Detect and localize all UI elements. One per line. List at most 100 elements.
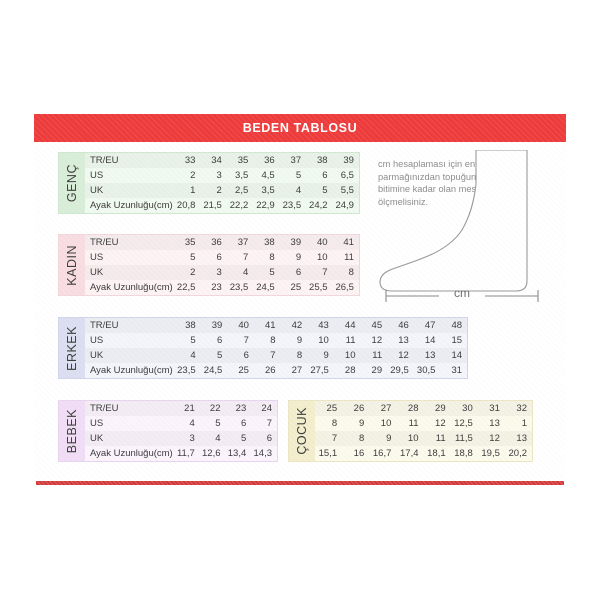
row-label: TR/EU bbox=[90, 403, 119, 414]
table-grid: TR/EU 21 22 23 24 US 4 5 6 7 UK 3 4 5 6 Ayak Uzunluğu(c… bbox=[85, 401, 277, 461]
table-cell: 20,2 bbox=[508, 448, 528, 459]
table-cell: 33 bbox=[184, 155, 196, 166]
table-cell: 18,1 bbox=[427, 448, 446, 459]
table-cell: 27,5 bbox=[310, 365, 329, 376]
table-cell: 25,5 bbox=[309, 282, 328, 293]
row-label: Ayak Uzunluğu(cm) bbox=[90, 448, 173, 459]
table-cell: 13 bbox=[489, 418, 500, 429]
table-cell: 18,8 bbox=[454, 448, 473, 459]
table-cell: 3,5 bbox=[235, 170, 249, 181]
table-cell: 25 bbox=[326, 403, 338, 414]
row-label: TR/EU bbox=[90, 155, 119, 166]
table-cell: 2,5 bbox=[235, 185, 249, 196]
table-cell: 4 bbox=[295, 185, 302, 196]
table-cell: 25 bbox=[290, 282, 302, 293]
table-label-erkek: ERKEK bbox=[59, 318, 85, 378]
cm-label: cm bbox=[454, 286, 470, 300]
table-cell: 5 bbox=[190, 335, 196, 346]
table-cell: 35 bbox=[237, 155, 249, 166]
row-label: Ayak Uzunluğu(cm) bbox=[90, 282, 173, 293]
table-cell: 21,5 bbox=[203, 200, 222, 211]
row-values: 33 34 35 36 37 38 39 bbox=[174, 155, 359, 166]
row-values: 11,7 12,6 13,4 14,3 bbox=[174, 448, 277, 459]
table-cell: 13 bbox=[516, 433, 527, 444]
table-row: TR/EU 35 36 37 38 39 40 41 bbox=[85, 235, 359, 250]
row-values: 8 9 10 11 12 12,5 13 1 bbox=[315, 418, 532, 429]
size-table-cocuk: ÇOCUK 25 26 27 28 29 30 31 32 8 9 10 11 12 12,5 13 1 7 8 9 1… bbox=[288, 400, 533, 462]
table-cell: 5 bbox=[240, 433, 247, 444]
table-cell: 24,2 bbox=[309, 200, 328, 211]
table-row: Ayak Uzunluğu(cm) 23,5 24,5 25 26 27 27,5 28 29 2… bbox=[85, 363, 467, 378]
table-cell: 22 bbox=[209, 403, 221, 414]
row-values: 5 6 7 8 9 10 11 bbox=[174, 252, 359, 263]
table-cell: 2 bbox=[216, 185, 222, 196]
table-cell: 3 bbox=[189, 433, 195, 444]
table-cell: 8 bbox=[358, 433, 365, 444]
table-row: TR/EU 21 22 23 24 bbox=[85, 401, 277, 416]
table-cell: 23,5 bbox=[229, 282, 249, 293]
table-cell: 4 bbox=[215, 433, 221, 444]
table-grid: 25 26 27 28 29 30 31 32 8 9 10 11 12 12,5 13 1 7 8 9 10 11 11… bbox=[315, 401, 532, 461]
table-cell: 15,1 bbox=[318, 448, 338, 459]
table-grid: TR/EU 33 34 35 36 37 38 39 US 2 3 3,5 4,5 5 6 6,5 UK 1 2 2,… bbox=[85, 153, 359, 213]
table-cell: 8 bbox=[269, 252, 275, 263]
row-values: 1 2 2,5 3,5 4 5 5,5 bbox=[174, 185, 359, 196]
row-values: 4 5 6 7 8 9 10 11 12 13 14 bbox=[174, 350, 467, 361]
table-row: Ayak Uzunluğu(cm) 20,8 21,5 22,2 22,9 23,5 24,… bbox=[85, 198, 359, 213]
table-cell: 27 bbox=[380, 403, 392, 414]
table-cell: 4 bbox=[190, 350, 196, 361]
table-cell: 40 bbox=[238, 320, 249, 331]
table-cell: 11,5 bbox=[454, 433, 473, 444]
table-cell: 7 bbox=[322, 267, 328, 278]
table-cell: 3 bbox=[216, 170, 222, 181]
table-cell: 13 bbox=[398, 335, 409, 346]
page-title: BEDEN TABLOSU bbox=[242, 121, 358, 135]
table-cell: 13 bbox=[424, 350, 436, 361]
table-label-cocuk: ÇOCUK bbox=[289, 401, 315, 461]
table-label-text: BEBEK bbox=[65, 408, 79, 454]
table-cell: 29 bbox=[371, 365, 383, 376]
row-values: 20,8 21,5 22,2 22,9 23,5 24,2 24,9 bbox=[174, 200, 359, 211]
table-cell: 31 bbox=[451, 365, 463, 376]
row-values: 2 3 3,5 4,5 5 6 6,5 bbox=[174, 170, 359, 181]
table-cell: 19,5 bbox=[481, 448, 500, 459]
table-label-text: ERKEK bbox=[65, 325, 79, 371]
table-cell: 4 bbox=[242, 267, 249, 278]
table-cell: 5,5 bbox=[340, 185, 354, 196]
table-cell: 4,5 bbox=[261, 170, 275, 181]
size-table-bebek: BEBEK TR/EU 21 22 23 24 US 4 5 6 7 UK 3 4 5 6 Ayak Uzunl… bbox=[58, 400, 278, 462]
table-cell: 14 bbox=[424, 335, 436, 346]
table-cell: 5 bbox=[190, 252, 196, 263]
table-cell: 7 bbox=[243, 335, 249, 346]
table-row: 8 9 10 11 12 12,5 13 1 bbox=[315, 416, 532, 431]
table-cell: 29 bbox=[435, 403, 446, 414]
table-cell: 10 bbox=[318, 335, 329, 346]
table-row: UK 2 3 4 5 6 7 8 bbox=[85, 265, 359, 280]
table-cell: 27 bbox=[291, 365, 303, 376]
table-cell: 45 bbox=[371, 320, 383, 331]
row-label: UK bbox=[90, 433, 104, 444]
table-cell: 41 bbox=[343, 237, 354, 248]
table-cell: 14,3 bbox=[253, 448, 273, 459]
footer-rule bbox=[36, 481, 564, 485]
table-cell: 9 bbox=[358, 418, 365, 429]
table-cell: 35 bbox=[184, 237, 196, 248]
row-label: UK bbox=[90, 185, 104, 196]
table-cell: 4 bbox=[189, 418, 195, 429]
table-row: TR/EU 38 39 40 41 42 43 44 45 46 47 48 bbox=[85, 318, 467, 333]
foot-illustration bbox=[378, 149, 553, 300]
table-cell: 29,5 bbox=[390, 365, 409, 376]
table-cell: 24,5 bbox=[203, 365, 223, 376]
table-label-text: GENÇ bbox=[65, 163, 79, 203]
table-cell: 40 bbox=[316, 237, 328, 248]
table-cell: 2 bbox=[190, 170, 196, 181]
table-cell: 8 bbox=[296, 350, 303, 361]
row-values: 35 36 37 38 39 40 41 bbox=[174, 237, 359, 248]
table-cell: 6 bbox=[240, 418, 247, 429]
size-table-erkek: ERKEK TR/EU 38 39 40 41 42 43 44 45 46 47 48 US 5 6 7 8 9 1… bbox=[58, 317, 468, 379]
table-row: US 5 6 7 8 9 10 11 12 13 14 15 bbox=[85, 333, 467, 348]
table-cell: 22,2 bbox=[229, 200, 249, 211]
table-row: Ayak Uzunluğu(cm) 22,5 23 23,5 24,5 25 25,5 26,… bbox=[85, 280, 359, 295]
table-cell: 5 bbox=[216, 350, 223, 361]
table-cell: 26 bbox=[353, 403, 365, 414]
